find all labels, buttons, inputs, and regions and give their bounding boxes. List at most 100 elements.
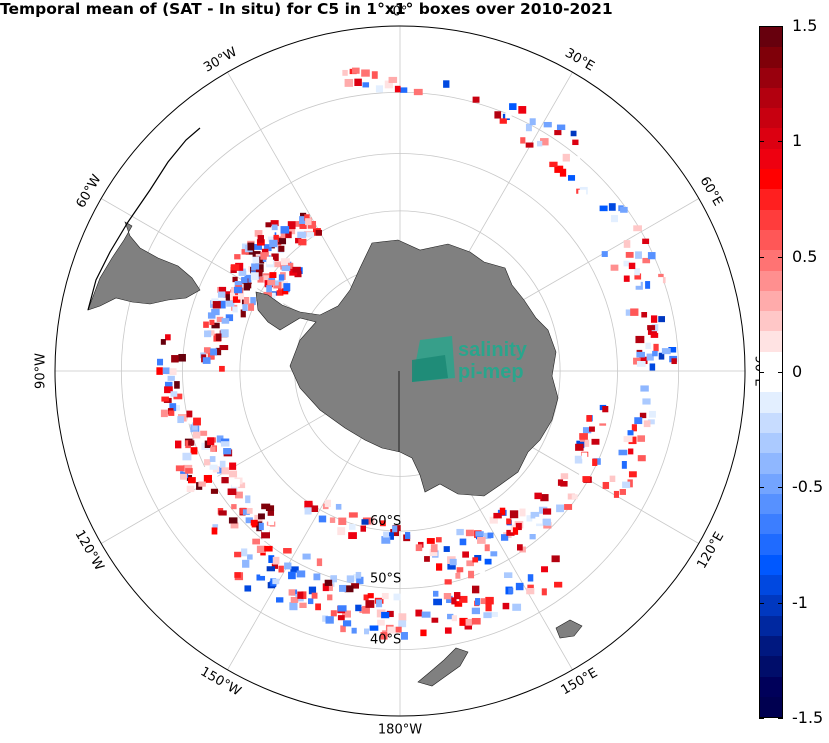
- observation-box: [292, 266, 301, 273]
- observation-box: [251, 284, 258, 290]
- observation-box: [209, 473, 218, 480]
- observation-box: [398, 613, 407, 621]
- observation-box: [256, 545, 266, 554]
- colorbar-tick-mark: [759, 487, 764, 489]
- observation-box: [379, 520, 386, 527]
- observation-box: [634, 417, 643, 425]
- observation-box: [242, 304, 248, 312]
- colorbar-swatch: [760, 290, 782, 312]
- observation-box: [479, 566, 485, 574]
- observation-box: [554, 165, 564, 173]
- observation-box: [250, 519, 258, 526]
- observation-box: [468, 570, 475, 579]
- observation-box: [193, 417, 201, 426]
- observation-box: [217, 526, 225, 532]
- observation-box: [242, 559, 250, 568]
- observation-box: [540, 494, 549, 502]
- observation-box: [329, 517, 336, 523]
- observation-box: [647, 327, 657, 335]
- observation-box: [175, 465, 185, 472]
- observation-box: [294, 271, 302, 278]
- observation-box: [287, 262, 294, 270]
- observation-box: [173, 393, 183, 400]
- observation-box: [634, 268, 640, 276]
- observation-box: [574, 455, 583, 464]
- observation-box: [564, 504, 573, 510]
- observation-box: [330, 575, 337, 583]
- observation-box: [529, 118, 536, 126]
- observation-box: [240, 309, 246, 318]
- observation-box: [608, 203, 616, 211]
- observation-box: [267, 235, 274, 243]
- observation-box: [250, 272, 259, 281]
- observation-box: [542, 518, 551, 526]
- observation-box: [234, 551, 242, 558]
- observation-box: [591, 438, 600, 445]
- longitude-label: 60°W: [74, 172, 105, 211]
- observation-box: [258, 522, 264, 531]
- colorbar-swatch: [760, 229, 782, 251]
- colorbar-tick-mark: [759, 256, 764, 258]
- observation-box: [554, 581, 563, 588]
- observation-box: [203, 347, 211, 354]
- observation-box: [250, 297, 256, 305]
- observation-box: [416, 600, 424, 606]
- colorbar-swatch: [760, 676, 782, 697]
- observation-box: [220, 441, 230, 447]
- observation-box: [162, 367, 170, 375]
- observation-box: [263, 291, 272, 298]
- observation-box: [278, 238, 287, 245]
- observation-box: [275, 295, 285, 304]
- observation-box: [509, 510, 519, 519]
- observation-box: [454, 601, 463, 607]
- observation-box: [200, 430, 208, 436]
- colorbar: [759, 26, 783, 718]
- observation-box: [494, 111, 502, 119]
- observation-box: [281, 265, 291, 272]
- observation-box: [322, 583, 329, 592]
- observation-box: [540, 138, 549, 146]
- observation-box: [490, 551, 498, 557]
- colorbar-swatch: [760, 67, 782, 88]
- observation-box: [273, 234, 279, 243]
- observation-box: [402, 606, 409, 614]
- observation-box: [377, 619, 385, 626]
- observation-box: [554, 130, 562, 136]
- observation-box: [420, 629, 427, 637]
- observation-box: [650, 332, 659, 338]
- colorbar-tick-mark: [759, 602, 764, 604]
- observation-box: [386, 610, 394, 618]
- observation-box: [637, 455, 646, 462]
- observation-box: [348, 532, 357, 540]
- observation-box: [226, 301, 235, 307]
- observation-box: [519, 508, 526, 517]
- observation-box: [353, 517, 362, 524]
- observation-box: [278, 565, 284, 573]
- observation-box: [634, 279, 641, 286]
- observation-box: [456, 528, 464, 536]
- observation-box: [383, 531, 390, 538]
- observation-box: [217, 466, 223, 474]
- colorbar-tick-mark: [778, 26, 783, 27]
- observation-box: [228, 517, 238, 524]
- observation-box: [174, 381, 180, 389]
- observation-box: [508, 587, 514, 594]
- observation-box: [257, 264, 264, 273]
- observation-box: [570, 130, 577, 137]
- colorbar-swatch: [760, 473, 782, 494]
- observation-box: [443, 546, 450, 552]
- observation-box: [658, 352, 665, 360]
- observation-box: [592, 458, 598, 466]
- observation-box: [388, 76, 398, 83]
- observation-box: [263, 244, 272, 252]
- observation-box: [204, 459, 211, 466]
- observation-box: [609, 475, 616, 482]
- observation-box: [636, 361, 646, 367]
- observation-boxes: [156, 67, 678, 640]
- observation-box: [242, 509, 250, 515]
- observation-box: [477, 536, 486, 544]
- colorbar-tick-mark: [759, 372, 764, 373]
- observation-box: [192, 422, 198, 430]
- observation-box: [310, 505, 319, 513]
- observation-box: [170, 391, 178, 397]
